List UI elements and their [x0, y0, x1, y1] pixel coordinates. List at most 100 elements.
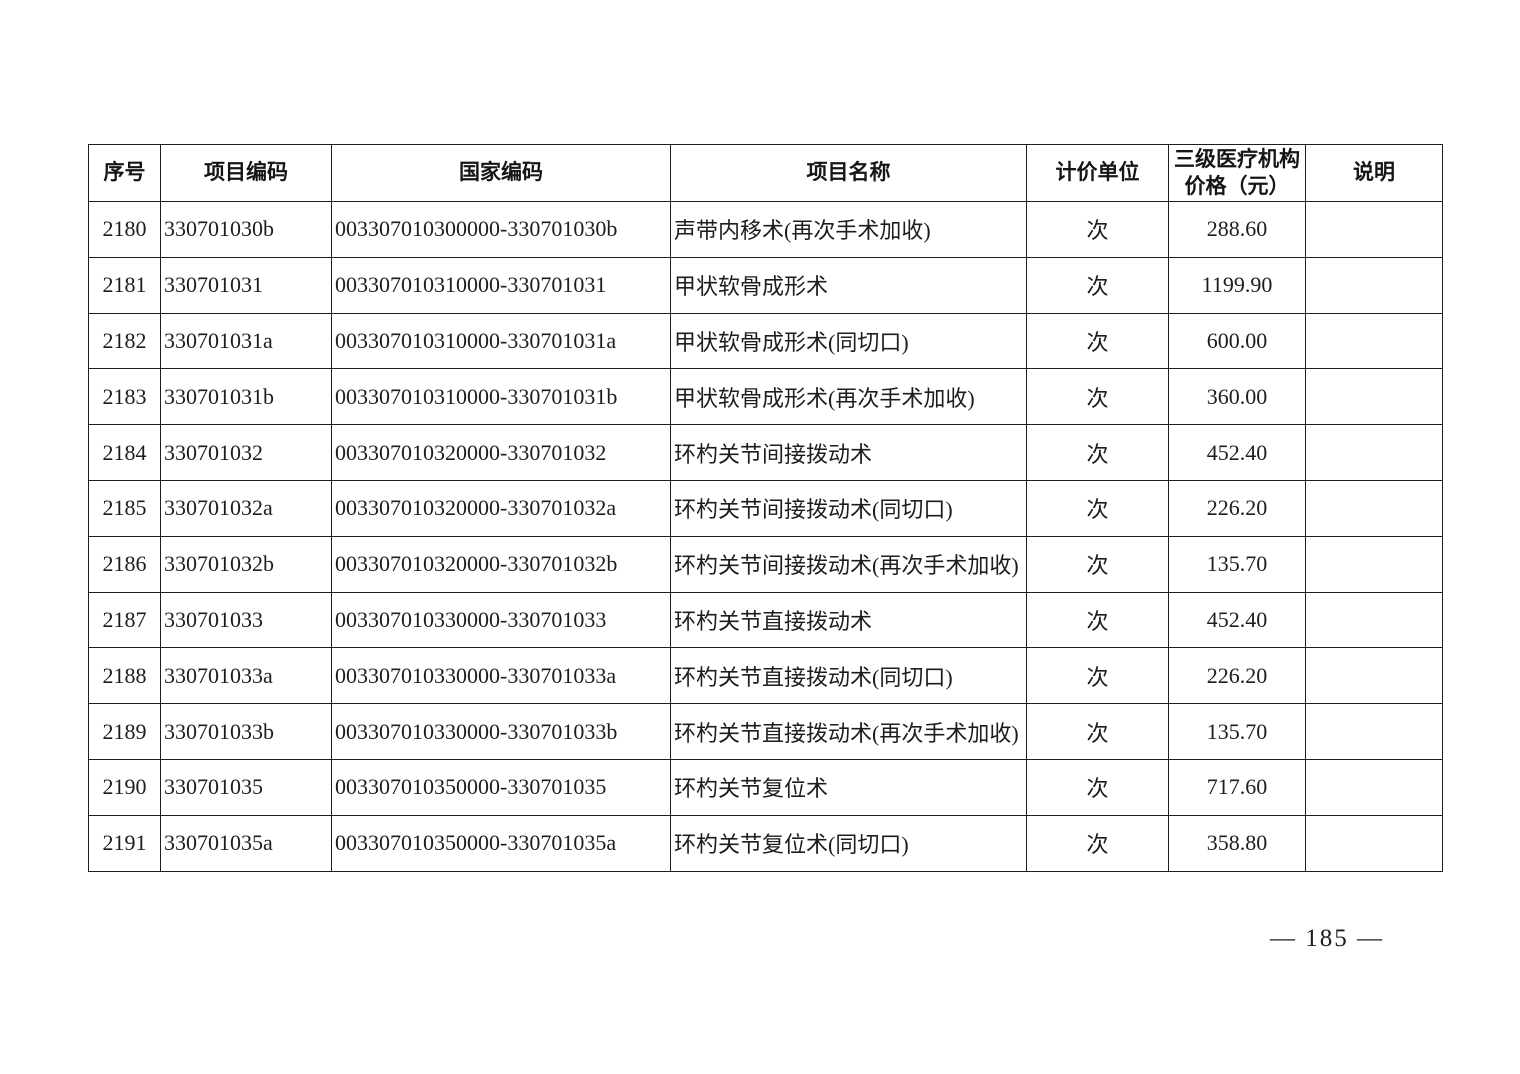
cell-national-code: 003307010320000-330701032b [331, 535, 671, 593]
table-row: 2190 330701035 003307010350000-330701035… [88, 758, 1443, 816]
cell-note [1305, 479, 1443, 537]
cell-seq: 2189 [88, 703, 161, 760]
cell-seq: 2190 [88, 758, 161, 816]
table-row: 2180 330701030b 003307010300000-33070103… [88, 201, 1443, 258]
cell-seq: 2181 [88, 256, 161, 314]
cell-note [1305, 201, 1443, 258]
cell-note [1305, 814, 1443, 872]
table-row: 2183 330701031b 003307010310000-33070103… [88, 368, 1443, 426]
cell-item-code: 330701030b [160, 201, 332, 258]
cell-item-name: 环杓关节间接拨动术(同切口) [670, 479, 1027, 537]
cell-price: 452.40 [1168, 424, 1306, 481]
cell-seq: 2182 [88, 312, 161, 370]
cell-item-code: 330701032a [160, 479, 332, 537]
cell-item-name: 声带内移术(再次手术加收) [670, 201, 1027, 258]
cell-item-code: 330701033 [160, 591, 332, 649]
cell-unit: 次 [1026, 814, 1169, 872]
cell-unit: 次 [1026, 312, 1169, 370]
cell-item-name: 甲状软骨成形术 [670, 256, 1027, 314]
cell-price: 358.80 [1168, 814, 1306, 872]
cell-price: 600.00 [1168, 312, 1306, 370]
cell-unit: 次 [1026, 479, 1169, 537]
price-table-container: 序号 项目编码 国家编码 项目名称 计价单位 三级医疗机构 价格（元） 说明 2… [88, 144, 1443, 872]
cell-national-code: 003307010320000-330701032a [331, 479, 671, 537]
cell-unit: 次 [1026, 535, 1169, 593]
cell-item-name: 甲状软骨成形术(同切口) [670, 312, 1027, 370]
table-row: 2186 330701032b 003307010320000-33070103… [88, 535, 1443, 593]
cell-price: 452.40 [1168, 591, 1306, 649]
cell-price: 717.60 [1168, 758, 1306, 816]
cell-item-name: 环杓关节直接拨动术(再次手术加收) [670, 703, 1027, 760]
table-row: 2184 330701032 003307010320000-330701032… [88, 424, 1443, 481]
cell-national-code: 003307010330000-330701033a [331, 647, 671, 705]
cell-price: 226.20 [1168, 647, 1306, 705]
header-row: 序号 项目编码 国家编码 项目名称 计价单位 三级医疗机构 价格（元） 说明 [88, 144, 1443, 202]
cell-note [1305, 368, 1443, 426]
cell-unit: 次 [1026, 368, 1169, 426]
cell-note [1305, 256, 1443, 314]
cell-price: 226.20 [1168, 479, 1306, 537]
cell-seq: 2186 [88, 535, 161, 593]
cell-seq: 2188 [88, 647, 161, 705]
cell-note [1305, 424, 1443, 481]
cell-seq: 2180 [88, 201, 161, 258]
cell-unit: 次 [1026, 201, 1169, 258]
col-header-price: 三级医疗机构 价格（元） [1168, 144, 1306, 202]
cell-seq: 2187 [88, 591, 161, 649]
cell-item-code: 330701031a [160, 312, 332, 370]
cell-unit: 次 [1026, 424, 1169, 481]
cell-item-code: 330701033b [160, 703, 332, 760]
col-header-note: 说明 [1305, 144, 1443, 202]
cell-note [1305, 703, 1443, 760]
col-header-item-code: 项目编码 [160, 144, 332, 202]
cell-item-name: 环杓关节复位术(同切口) [670, 814, 1027, 872]
table-row: 2185 330701032a 003307010320000-33070103… [88, 479, 1443, 537]
cell-item-name: 环杓关节间接拨动术 [670, 424, 1027, 481]
cell-price: 360.00 [1168, 368, 1306, 426]
cell-seq: 2184 [88, 424, 161, 481]
table-row: 2182 330701031a 003307010310000-33070103… [88, 312, 1443, 370]
cell-unit: 次 [1026, 591, 1169, 649]
cell-item-name: 环杓关节间接拨动术(再次手术加收) [670, 535, 1027, 593]
cell-national-code: 003307010310000-330701031b [331, 368, 671, 426]
cell-note [1305, 312, 1443, 370]
cell-seq: 2185 [88, 479, 161, 537]
cell-national-code: 003307010320000-330701032 [331, 424, 671, 481]
table-row: 2189 330701033b 003307010330000-33070103… [88, 703, 1443, 760]
cell-item-name: 环杓关节直接拨动术(同切口) [670, 647, 1027, 705]
table-row: 2187 330701033 003307010330000-330701033… [88, 591, 1443, 649]
cell-price: 135.70 [1168, 703, 1306, 760]
cell-note [1305, 758, 1443, 816]
cell-item-code: 330701032 [160, 424, 332, 481]
cell-unit: 次 [1026, 256, 1169, 314]
cell-item-code: 330701031 [160, 256, 332, 314]
cell-national-code: 003307010330000-330701033b [331, 703, 671, 760]
cell-national-code: 003307010330000-330701033 [331, 591, 671, 649]
cell-note [1305, 535, 1443, 593]
cell-unit: 次 [1026, 647, 1169, 705]
table-body: 2180 330701030b 003307010300000-33070103… [88, 201, 1443, 872]
cell-price: 1199.90 [1168, 256, 1306, 314]
cell-unit: 次 [1026, 758, 1169, 816]
col-header-national-code: 国家编码 [331, 144, 671, 202]
cell-national-code: 003307010350000-330701035 [331, 758, 671, 816]
cell-seq: 2191 [88, 814, 161, 872]
cell-note [1305, 647, 1443, 705]
col-header-seq: 序号 [88, 144, 161, 202]
cell-national-code: 003307010310000-330701031 [331, 256, 671, 314]
cell-item-code: 330701035a [160, 814, 332, 872]
cell-item-name: 甲状软骨成形术(再次手术加收) [670, 368, 1027, 426]
cell-item-code: 330701033a [160, 647, 332, 705]
cell-unit: 次 [1026, 703, 1169, 760]
cell-national-code: 003307010350000-330701035a [331, 814, 671, 872]
table-row: 2191 330701035a 003307010350000-33070103… [88, 814, 1443, 872]
cell-item-name: 环杓关节复位术 [670, 758, 1027, 816]
table-row: 2188 330701033a 003307010330000-33070103… [88, 647, 1443, 705]
cell-price: 288.60 [1168, 201, 1306, 258]
cell-national-code: 003307010300000-330701030b [331, 201, 671, 258]
col-header-unit: 计价单位 [1026, 144, 1169, 202]
cell-item-code: 330701035 [160, 758, 332, 816]
cell-price: 135.70 [1168, 535, 1306, 593]
cell-seq: 2183 [88, 368, 161, 426]
